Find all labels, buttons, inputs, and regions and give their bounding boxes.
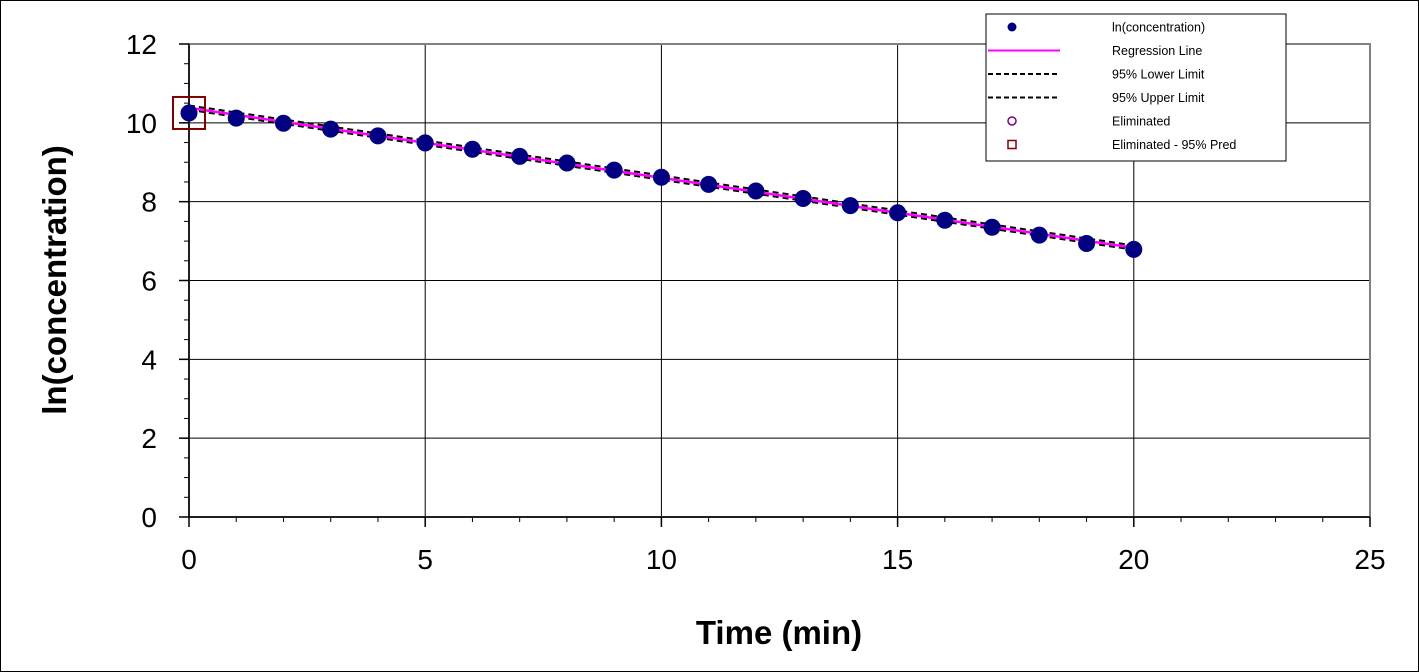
data-point: [794, 190, 812, 208]
data-point: [889, 204, 907, 222]
legend-symbol: [1007, 139, 1017, 150]
data-point: [558, 154, 576, 172]
data-point: [605, 161, 623, 179]
data-point: [274, 114, 292, 132]
data-point: [1125, 240, 1143, 258]
data-point: [652, 168, 670, 186]
x-tick-label: 15: [882, 544, 913, 575]
series-layer: [172, 95, 1143, 258]
eliminated-pred-marker: [172, 95, 206, 130]
data-point: [747, 182, 765, 200]
y-tick-label: 0: [141, 502, 157, 533]
data-point: [983, 218, 1001, 236]
y-tick-label: 2: [141, 423, 157, 454]
data-point: [180, 104, 198, 122]
axes: 0 5 10 15 20 25 0 2 4 6 8 10 12: [126, 29, 1386, 575]
x-axis-title: Time (min): [696, 614, 862, 651]
legend-label: Eliminated: [1112, 115, 1170, 129]
legend-label: 95% Lower Limit: [1112, 68, 1205, 82]
legend-symbol: [1007, 22, 1017, 32]
data-point: [1078, 234, 1096, 252]
x-tick-label: 5: [417, 544, 433, 575]
data-point: [416, 134, 434, 152]
legend-symbol: [1007, 116, 1017, 126]
y-tick-label: 6: [141, 266, 157, 297]
legend-box: [985, 13, 1287, 162]
y-tick-label: 12: [126, 29, 157, 60]
legend-label: ln(concentration): [1112, 21, 1205, 35]
x-tick-label: 25: [1354, 544, 1385, 575]
data-point: [227, 109, 245, 127]
legend-label: Regression Line: [1112, 44, 1202, 58]
data-point: [369, 127, 387, 145]
y-tick-label: 4: [141, 344, 157, 375]
x-tick-label: 0: [181, 544, 197, 575]
data-point: [700, 175, 718, 193]
y-tick-label: 10: [126, 108, 157, 139]
data-point: [936, 211, 954, 229]
data-point: [322, 120, 340, 138]
data-point: [841, 197, 859, 215]
legend: ln(concentration) Regression Line 95% Lowe…: [985, 13, 1287, 162]
x-tick-label: 10: [646, 544, 677, 575]
data-point: [1030, 226, 1048, 244]
y-tick-label: 8: [141, 187, 157, 218]
data-point: [511, 147, 529, 165]
data-point: [463, 140, 481, 158]
x-tick-label: 20: [1118, 544, 1149, 575]
series-line: [188, 108, 1134, 251]
legend-label: Eliminated - 95% Pred: [1112, 138, 1236, 152]
y-axis-title: ln(concentration): [36, 145, 73, 415]
legend-label: 95% Upper Limit: [1112, 91, 1205, 105]
series-line: [188, 104, 1134, 247]
